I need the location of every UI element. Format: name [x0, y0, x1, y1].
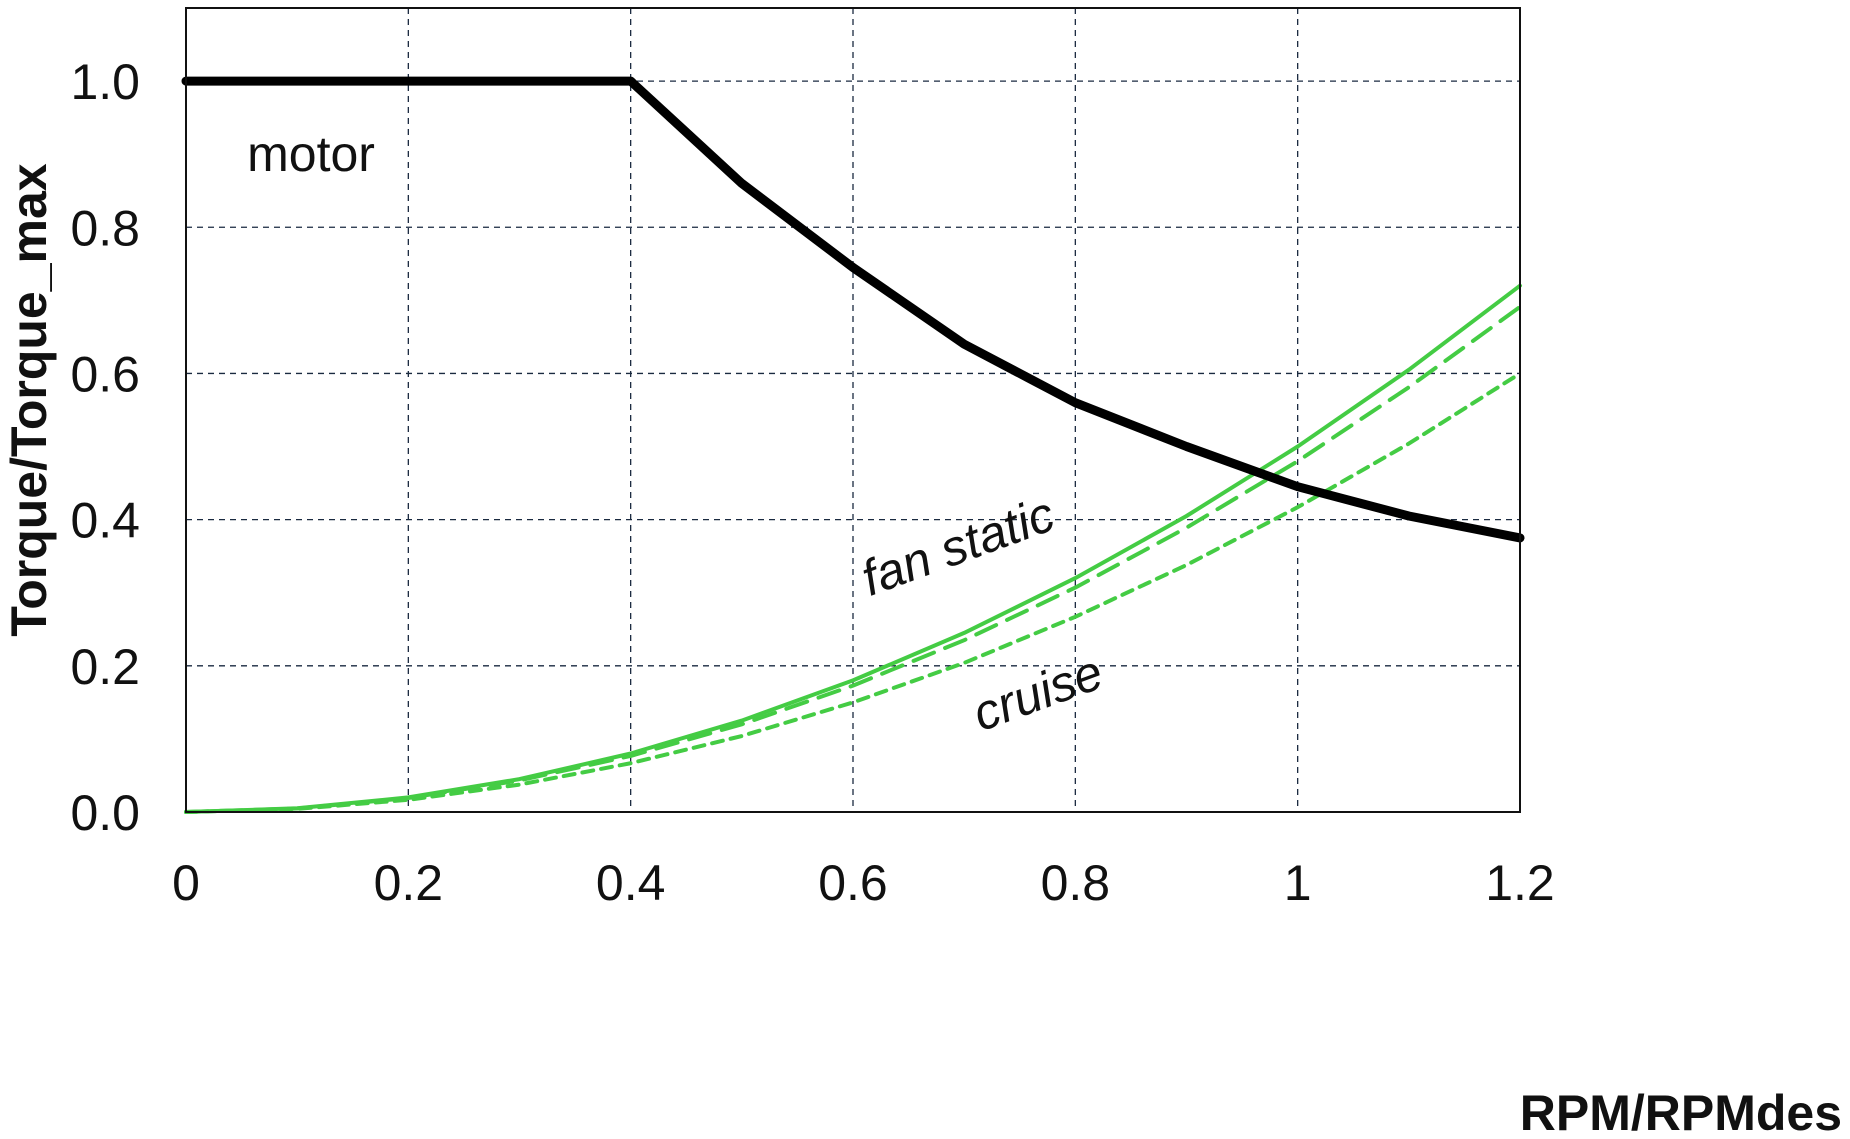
- cruise-label-background: [950, 628, 1126, 758]
- fan-static-label-background: [838, 470, 1077, 623]
- x-tick-label: 1.2: [1485, 855, 1555, 911]
- y-axis-title: Torque/Torque_max: [1, 163, 57, 636]
- x-tick-label: 0.2: [374, 855, 444, 911]
- y-tick-label: 0.8: [70, 200, 140, 256]
- series-lines: [181, 76, 1525, 814]
- x-axis-title: RPM/RPMdes: [1520, 1085, 1842, 1139]
- grid: [186, 8, 1520, 812]
- x-tick-label: 0.4: [596, 855, 666, 911]
- x-tick-label: 1: [1284, 855, 1312, 911]
- x-tick-label: 0.6: [818, 855, 888, 911]
- plot-area: [181, 7, 1525, 814]
- y-tick-label: 0.2: [70, 639, 140, 695]
- x-tick-label: 0.8: [1041, 855, 1111, 911]
- y-tick-label: 0.6: [70, 346, 140, 402]
- y-tick-labels: 0.0 0.2 0.4 0.6 0.8 1.0: [70, 54, 140, 841]
- y-tick-label: 1.0: [70, 54, 140, 110]
- series-line-motor: [181, 76, 1525, 543]
- x-tick-labels: 0 0.2 0.4 0.6 0.8 1 1.2: [172, 855, 1555, 911]
- plot-frame: [185, 7, 1521, 813]
- series-line-fan-short-dash: [184, 371, 1522, 814]
- y-tick-label: 0.0: [70, 785, 140, 841]
- x-tick-label: 0: [172, 855, 200, 911]
- series-line-fan-solid: [184, 283, 1522, 814]
- motor-label: motor: [247, 126, 375, 182]
- y-tick-label: 0.4: [70, 493, 140, 549]
